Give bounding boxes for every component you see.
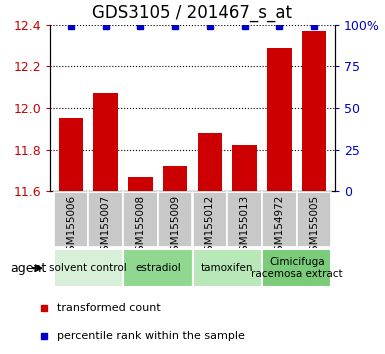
Text: GSM155005: GSM155005 <box>309 195 319 258</box>
Bar <box>123 249 192 287</box>
Bar <box>54 249 123 287</box>
Bar <box>233 145 257 191</box>
Bar <box>198 133 222 191</box>
Bar <box>158 192 192 247</box>
Text: GSM155006: GSM155006 <box>66 195 76 258</box>
Text: transformed count: transformed count <box>57 303 161 313</box>
Bar <box>54 192 88 247</box>
Bar <box>192 249 262 287</box>
Title: GDS3105 / 201467_s_at: GDS3105 / 201467_s_at <box>92 4 293 22</box>
Bar <box>267 48 291 191</box>
Bar <box>59 118 83 191</box>
Bar <box>192 192 227 247</box>
Text: GSM155009: GSM155009 <box>170 195 180 258</box>
Bar <box>228 192 262 247</box>
Text: GSM155013: GSM155013 <box>239 195 249 258</box>
Text: Cimicifuga
racemosa extract: Cimicifuga racemosa extract <box>251 257 343 279</box>
Text: GSM154972: GSM154972 <box>275 195 285 258</box>
Bar <box>297 192 331 247</box>
Text: agent: agent <box>10 262 46 275</box>
Bar <box>262 192 296 247</box>
Bar <box>262 249 331 287</box>
Bar <box>89 192 123 247</box>
Text: estradiol: estradiol <box>135 263 181 273</box>
Text: GSM155007: GSM155007 <box>100 195 110 258</box>
Text: GSM155008: GSM155008 <box>136 195 146 258</box>
Text: tamoxifen: tamoxifen <box>201 263 253 273</box>
Text: GSM155012: GSM155012 <box>205 195 215 258</box>
Bar <box>302 31 326 191</box>
Bar <box>128 177 152 191</box>
Bar <box>94 93 118 191</box>
Text: percentile rank within the sample: percentile rank within the sample <box>57 331 244 341</box>
Bar <box>163 166 187 191</box>
Text: solvent control: solvent control <box>49 263 127 273</box>
Bar <box>123 192 157 247</box>
